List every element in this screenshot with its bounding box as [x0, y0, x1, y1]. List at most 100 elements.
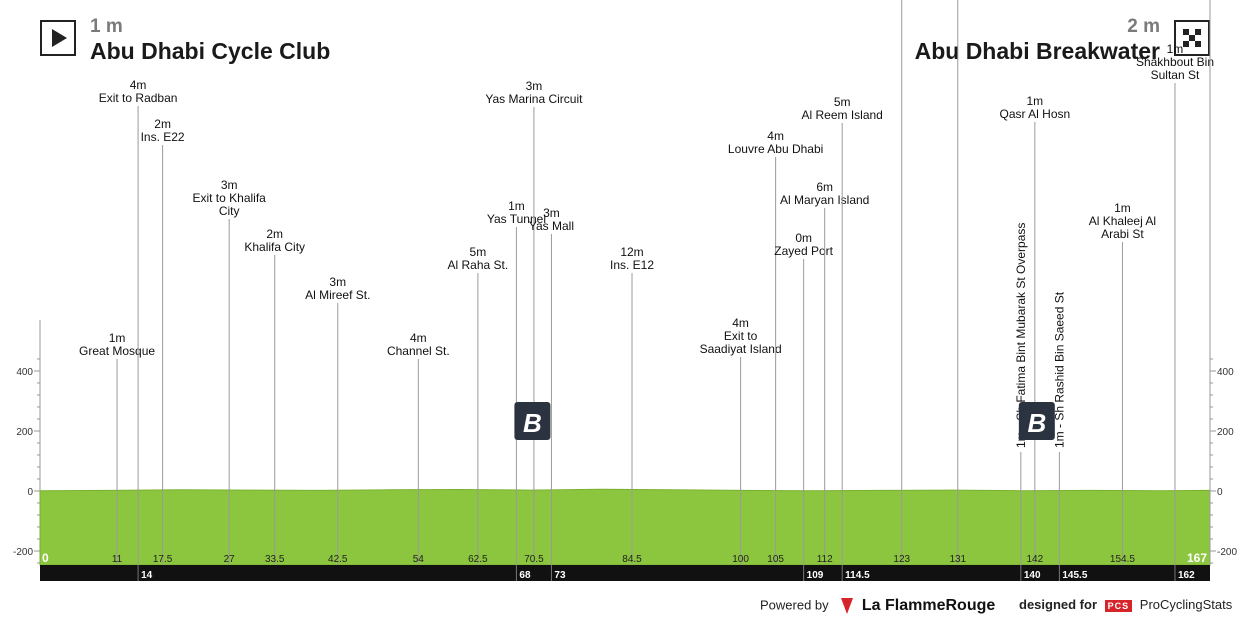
waypoint-label: 5m: [470, 245, 487, 259]
km-label-lower: 162: [1178, 570, 1195, 581]
start-altitude: 1 m: [90, 16, 123, 37]
waypoint-label: Sultan St: [1151, 68, 1200, 82]
designed-for-label: designed for: [1019, 597, 1098, 612]
y-tick-label-left: 400: [16, 367, 33, 378]
km-label-lower: 140: [1024, 570, 1041, 581]
km-label-lower: 73: [554, 570, 566, 581]
finish-altitude: 2 m: [1127, 16, 1160, 37]
waypoint-label: 12m: [620, 245, 643, 259]
km-label-upper: 100: [732, 554, 749, 565]
y-tick-label-right: -200: [1217, 547, 1237, 558]
bonus-sprint-label: B: [1027, 408, 1046, 438]
km-label-lower: 14: [141, 570, 153, 581]
waypoint-label: Saadiyat Island: [700, 342, 782, 356]
waypoint-label: 1m: [1114, 201, 1131, 215]
km-label-lower: 114.5: [845, 570, 870, 581]
km-label-upper: 70.5: [524, 554, 544, 565]
finish-flag-icon: [1174, 20, 1210, 56]
start-location: Abu Dhabi Cycle Club: [90, 38, 331, 64]
waypoint-label: 3m: [526, 79, 543, 93]
finish-location: Abu Dhabi Breakwater: [914, 38, 1160, 64]
km-label-upper: 131: [949, 554, 966, 565]
km-label-upper: 0: [42, 551, 49, 565]
procyclingstats-brand: ProCyclingStats: [1139, 597, 1233, 612]
waypoint-label: 2m: [266, 227, 283, 241]
bonus-sprint-badge: [514, 402, 551, 440]
waypoint-label: Qasr Al Hosn: [999, 107, 1070, 121]
km-label-upper: 42.5: [328, 554, 348, 565]
waypoint-label: Zayed Port: [774, 244, 833, 258]
y-tick-label-left: 0: [27, 487, 33, 498]
waypoint-label: Ins. E12: [610, 258, 654, 272]
waypoint-label: 4m: [732, 316, 749, 330]
waypoint-label: Khalifa City: [244, 240, 305, 254]
y-tick-label-right: 200: [1217, 427, 1234, 438]
waypoint-label: Exit to: [724, 329, 758, 343]
la-flamme-rouge-brand: La FlammeRouge: [861, 597, 996, 614]
start-flag-icon: [40, 20, 76, 56]
km-label-upper: 112: [817, 554, 833, 565]
waypoint-label: Yas Marina Circuit: [485, 92, 583, 106]
km-label-upper: 11: [112, 554, 123, 565]
km-label-lower: 109: [807, 570, 824, 581]
waypoint-label: 6m: [816, 180, 833, 194]
waypoint-label: 3m: [543, 206, 560, 220]
distance-bar: [40, 565, 1210, 581]
powered-by-credit: Powered by La FlammeRouge: [760, 597, 995, 615]
waypoint-label: Al Reem Island: [801, 108, 882, 122]
waypoint-label: Louvre Abu Dhabi: [728, 142, 823, 156]
waypoint-label: Al Raha St.: [448, 258, 509, 272]
waypoint-label: Al Khaleej Al: [1089, 214, 1156, 228]
y-tick-label-right: 0: [1217, 487, 1223, 498]
y-tick-label-right: 400: [1217, 367, 1234, 378]
waypoint-label: 1m: [1027, 94, 1044, 108]
km-label-lower: 145.5: [1062, 570, 1087, 581]
waypoint-label: City: [219, 204, 240, 218]
la-flamme-rouge-logo-icon: [841, 598, 854, 614]
waypoint-label: 3m: [221, 178, 238, 192]
waypoint-label: Al Maryan Island: [780, 193, 869, 207]
y-tick-label-left: -200: [13, 547, 33, 558]
waypoint-label-vertical: 1m - Sh Rashid Bin Saeed St: [1052, 291, 1066, 448]
waypoint-label: Ins. E22: [141, 130, 185, 144]
waypoint-label: Great Mosque: [79, 344, 155, 358]
designed-for-credit: designed for PCS ProCyclingStats: [1019, 597, 1232, 612]
waypoint-label: Al Mireef St.: [305, 288, 370, 302]
pcs-logo-icon: PCS: [1104, 599, 1133, 612]
km-label-upper: 33.5: [265, 554, 285, 565]
waypoint-label: 1m: [1167, 42, 1184, 56]
km-label-upper: 142: [1027, 554, 1044, 565]
waypoint-label: Arabi St: [1101, 227, 1144, 241]
waypoint-label: 4m: [767, 129, 784, 143]
elevation-profile-area: [39, 488, 1211, 566]
waypoint-label: 3m: [329, 275, 346, 289]
waypoint-label: 1m: [109, 331, 126, 345]
km-label-upper: 27: [224, 554, 236, 565]
waypoint-label: Channel St.: [387, 344, 450, 358]
powered-by-label: Powered by: [760, 597, 829, 613]
waypoint-label: 5m: [834, 95, 851, 109]
km-label-lower: 68: [519, 570, 531, 581]
waypoint-label: Exit to Radban: [99, 91, 178, 105]
waypoint-label: Yas Mall: [529, 219, 574, 233]
waypoint-label: 4m: [410, 331, 427, 345]
km-label-upper: 105: [767, 554, 784, 565]
km-label-upper: 84.5: [622, 554, 642, 565]
waypoint-label: Yas Tunnel: [487, 212, 546, 226]
km-label-upper: 167: [1187, 551, 1207, 565]
waypoint-label-vertical: 1m - Sh Fatima Bint Mubarak St Overpass: [1014, 223, 1028, 448]
km-label-upper: 17.5: [153, 554, 173, 565]
bonus-sprint-badge: [1018, 402, 1055, 440]
y-tick-label-left: 200: [16, 427, 33, 438]
waypoint-label: 4m: [130, 78, 147, 92]
waypoint-label: 1m: [508, 199, 525, 213]
bonus-sprint-label: B: [523, 408, 542, 438]
km-label-upper: 123: [893, 554, 910, 565]
km-label-upper: 154.5: [1110, 554, 1135, 565]
waypoint-label: Shakhbout Bin: [1136, 55, 1214, 69]
waypoint-label: 2m: [154, 117, 171, 131]
km-label-upper: 62.5: [468, 554, 488, 565]
km-label-upper: 54: [413, 554, 425, 565]
waypoint-label: Exit to Khalifa: [192, 191, 266, 205]
